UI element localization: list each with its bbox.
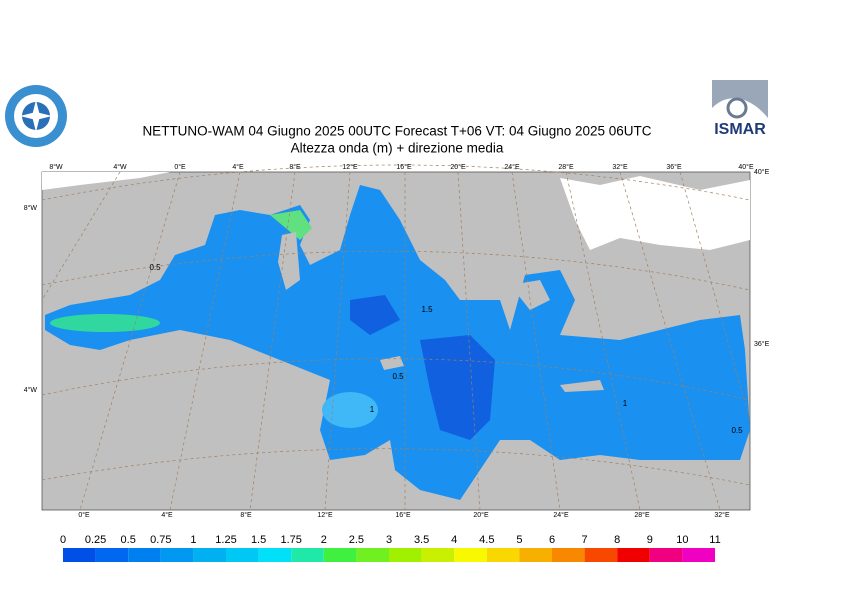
contour-label: 0.5 [392,372,404,381]
lon-label: 16°E [395,511,411,519]
lon-label: 4°E [161,511,173,519]
legend-swatch [617,548,650,562]
legend-swatch [160,548,194,562]
lon-label: 36°E [666,163,682,171]
legend-swatch [258,548,292,562]
legend-swatch [486,548,520,562]
legend-label: 0.75 [150,534,171,546]
lon-label: 8°E [240,511,252,519]
legend-swatch [519,548,552,562]
lon-label: 24°E [553,511,569,519]
lon-label: 20°E [450,163,466,171]
legend-swatch [552,548,585,562]
lon-label: 12°E [342,163,358,171]
lon-label: 24°E [504,163,520,171]
lon-label: 28°E [558,163,574,171]
lon-label: 4°W [113,163,127,171]
legend-label: 3.5 [414,534,429,546]
lon-label: 4°E [232,163,244,171]
lon-label: 8°E [289,163,301,171]
legend-swatch [63,548,96,562]
legend-swatch [323,548,357,562]
lat-label: 8°W [24,204,38,212]
contour-label: 0.5 [149,263,161,272]
legend-label: 7 [582,534,588,546]
legend-label: 8 [614,534,620,546]
legend-swatch [649,548,683,562]
logo-text: ISMAR [714,121,766,138]
lon-label: 20°E [473,511,489,519]
contour-label: 1 [370,405,375,414]
lon-label: 32°E [612,163,628,171]
legend-label: 5 [516,534,522,546]
legend-swatch [356,548,389,562]
legend-swatch [389,548,422,562]
legend-label: 0.25 [85,534,106,546]
lon-label: 0°E [78,511,90,519]
lon-label: 28°E [634,511,650,519]
lon-label: 40°E [738,163,754,171]
legend-label: 2 [321,534,327,546]
lon-label: 16°E [396,163,412,171]
legend-swatch [128,548,161,562]
lat-label: 4°W [24,386,38,394]
legend-label: 1 [190,534,196,546]
legend-label: 0.5 [121,534,136,546]
legend-label: 4.5 [479,534,494,546]
legend-label: 1.5 [251,534,266,546]
lon-label: 8°W [49,163,63,171]
legend-label: 6 [549,534,555,546]
legend-swatch [193,548,226,562]
legend-swatch [584,548,618,562]
lon-label: 0°E [174,163,186,171]
legend-label: 2.5 [349,534,364,546]
legend-label: 3 [386,534,392,546]
subtitle: Altezza onda (m) + direzione media [291,141,504,156]
legend-label: 11 [709,534,720,546]
contour-label: 1 [623,399,628,408]
lat-label: 40°E [754,168,770,176]
lat-label: 36°E [754,340,770,348]
right-logo: ISMAR [710,78,770,142]
legend-swatch [682,548,715,562]
left-logo [5,85,67,147]
legend-swatch [95,548,129,562]
legend-swatch [291,548,324,562]
title: NETTUNO-WAM 04 Giugno 2025 00UTC Forecas… [142,124,651,139]
contour-label: 1.5 [421,305,433,314]
legend-swatch [421,548,455,562]
legend-swatch [226,548,259,562]
lon-label: 12°E [317,511,333,519]
legend-swatch [454,548,487,562]
legend-label: 0 [60,534,66,546]
legend-label: 4 [451,534,457,546]
legend-label: 1.75 [280,534,301,546]
lon-label: 32°E [714,511,730,519]
legend-label: 1.25 [215,534,236,546]
legend-label: 10 [676,534,688,546]
map [41,164,751,511]
legend-label: 9 [647,534,653,546]
contour-label: 0.5 [731,426,743,435]
